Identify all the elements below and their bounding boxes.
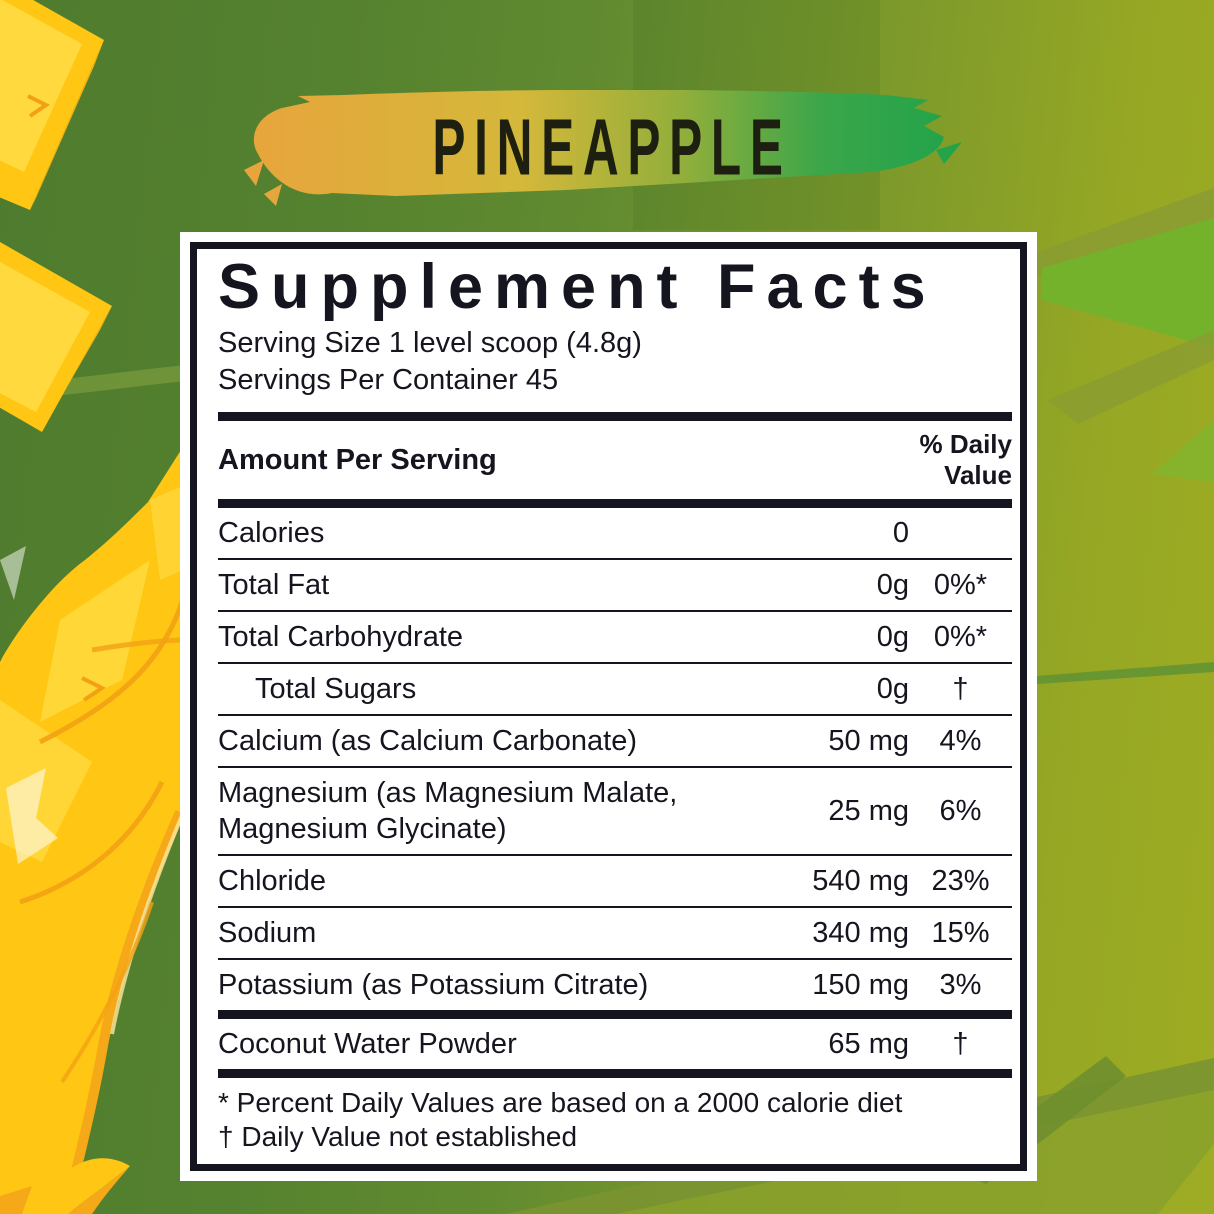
table-row: Total Sugars 0g † xyxy=(218,664,1012,717)
nutrient-amount: 0g xyxy=(876,621,909,654)
nutrient-name: Coconut Water Powder xyxy=(218,1028,517,1061)
nutrient-amount: 0g xyxy=(876,673,909,706)
daily-value-header: % Daily Value xyxy=(919,429,1013,491)
table-row: Calcium (as Calcium Carbonate) 50 mg 4% xyxy=(218,716,1012,769)
nutrient-daily-value: 15% xyxy=(931,917,990,950)
serving-size: Serving Size 1 level scoop (4.8g) xyxy=(218,327,642,360)
nutrient-daily-value: 6% xyxy=(939,795,982,828)
flavor-title: PINEAPPLE xyxy=(432,102,792,192)
nutrient-name: Calcium (as Calcium Carbonate) xyxy=(218,725,638,758)
nutrient-daily-value: † xyxy=(952,1028,969,1061)
serving-info: Serving Size 1 level scoop (4.8g) Servin… xyxy=(218,322,1012,422)
nutrient-daily-value: 3% xyxy=(939,969,982,1002)
footnotes: * Percent Daily Values are based on a 20… xyxy=(218,1078,1012,1164)
nutrient-amount: 0 xyxy=(892,517,909,550)
nutrient-amount: 65 mg xyxy=(828,1028,909,1061)
nutrient-name: Calories xyxy=(218,517,325,550)
table-row: Potassium (as Potassium Citrate) 150 mg … xyxy=(218,960,1012,1020)
nutrient-name: Total Sugars xyxy=(255,673,417,706)
servings-per-container: Servings Per Container 45 xyxy=(218,364,559,397)
nutrient-daily-value: 0%* xyxy=(933,621,988,654)
nutrient-name: Total Fat xyxy=(218,569,330,602)
table-header-row: Amount Per Serving % Daily Value xyxy=(218,421,1013,509)
nutrient-amount: 25 mg xyxy=(828,795,909,828)
nutrient-amount: 150 mg xyxy=(812,969,909,1002)
nutrient-amount: 50 mg xyxy=(828,725,909,758)
nutrient-name: Chloride xyxy=(218,865,326,898)
table-row: Total Carbohydrate 0g 0%* xyxy=(218,612,1012,665)
nutrient-daily-value: 0%* xyxy=(933,569,988,602)
footnote-daily-values: * Percent Daily Values are based on a 20… xyxy=(218,1087,903,1119)
supplement-facts-frame: Supplement Facts Serving Size 1 level sc… xyxy=(190,242,1027,1172)
nutrient-daily-value: 4% xyxy=(939,725,982,758)
nutrient-amount: 0g xyxy=(876,569,909,602)
amount-per-serving-header: Amount Per Serving xyxy=(218,443,497,476)
panel-title: Supplement Facts xyxy=(218,252,937,322)
flavor-banner: PINEAPPLE xyxy=(236,90,988,212)
table-row: Sodium 340 mg 15% xyxy=(218,908,1012,961)
brush-stroke-graphic xyxy=(244,90,962,206)
nutrient-daily-value: † xyxy=(952,673,969,706)
nutrient-daily-value: 23% xyxy=(931,865,990,898)
supplement-facts-table: Calories 0 Total Fat 0g 0%* Total Carboh… xyxy=(218,508,1012,1079)
table-row: Magnesium (as Magnesium Malate, Magnesiu… xyxy=(218,768,1012,857)
nutrient-amount: 540 mg xyxy=(812,865,909,898)
footnote-dv-not-established: † Daily Value not established xyxy=(218,1121,578,1153)
nutrient-name: Potassium (as Potassium Citrate) xyxy=(218,969,649,1002)
table-row: Chloride 540 mg 23% xyxy=(218,856,1012,909)
nutrient-name: Total Carbohydrate xyxy=(218,621,464,654)
supplement-facts-panel: Supplement Facts Serving Size 1 level sc… xyxy=(180,232,1037,1182)
table-row: Coconut Water Powder 65 mg † xyxy=(218,1019,1012,1079)
nutrient-name: Sodium xyxy=(218,917,317,950)
table-row: Total Fat 0g 0%* xyxy=(218,560,1012,613)
table-row: Calories 0 xyxy=(218,508,1012,561)
nutrient-amount: 340 mg xyxy=(812,917,909,950)
nutrient-name: Magnesium (as Magnesium Malate, Magnesiu… xyxy=(218,777,678,846)
